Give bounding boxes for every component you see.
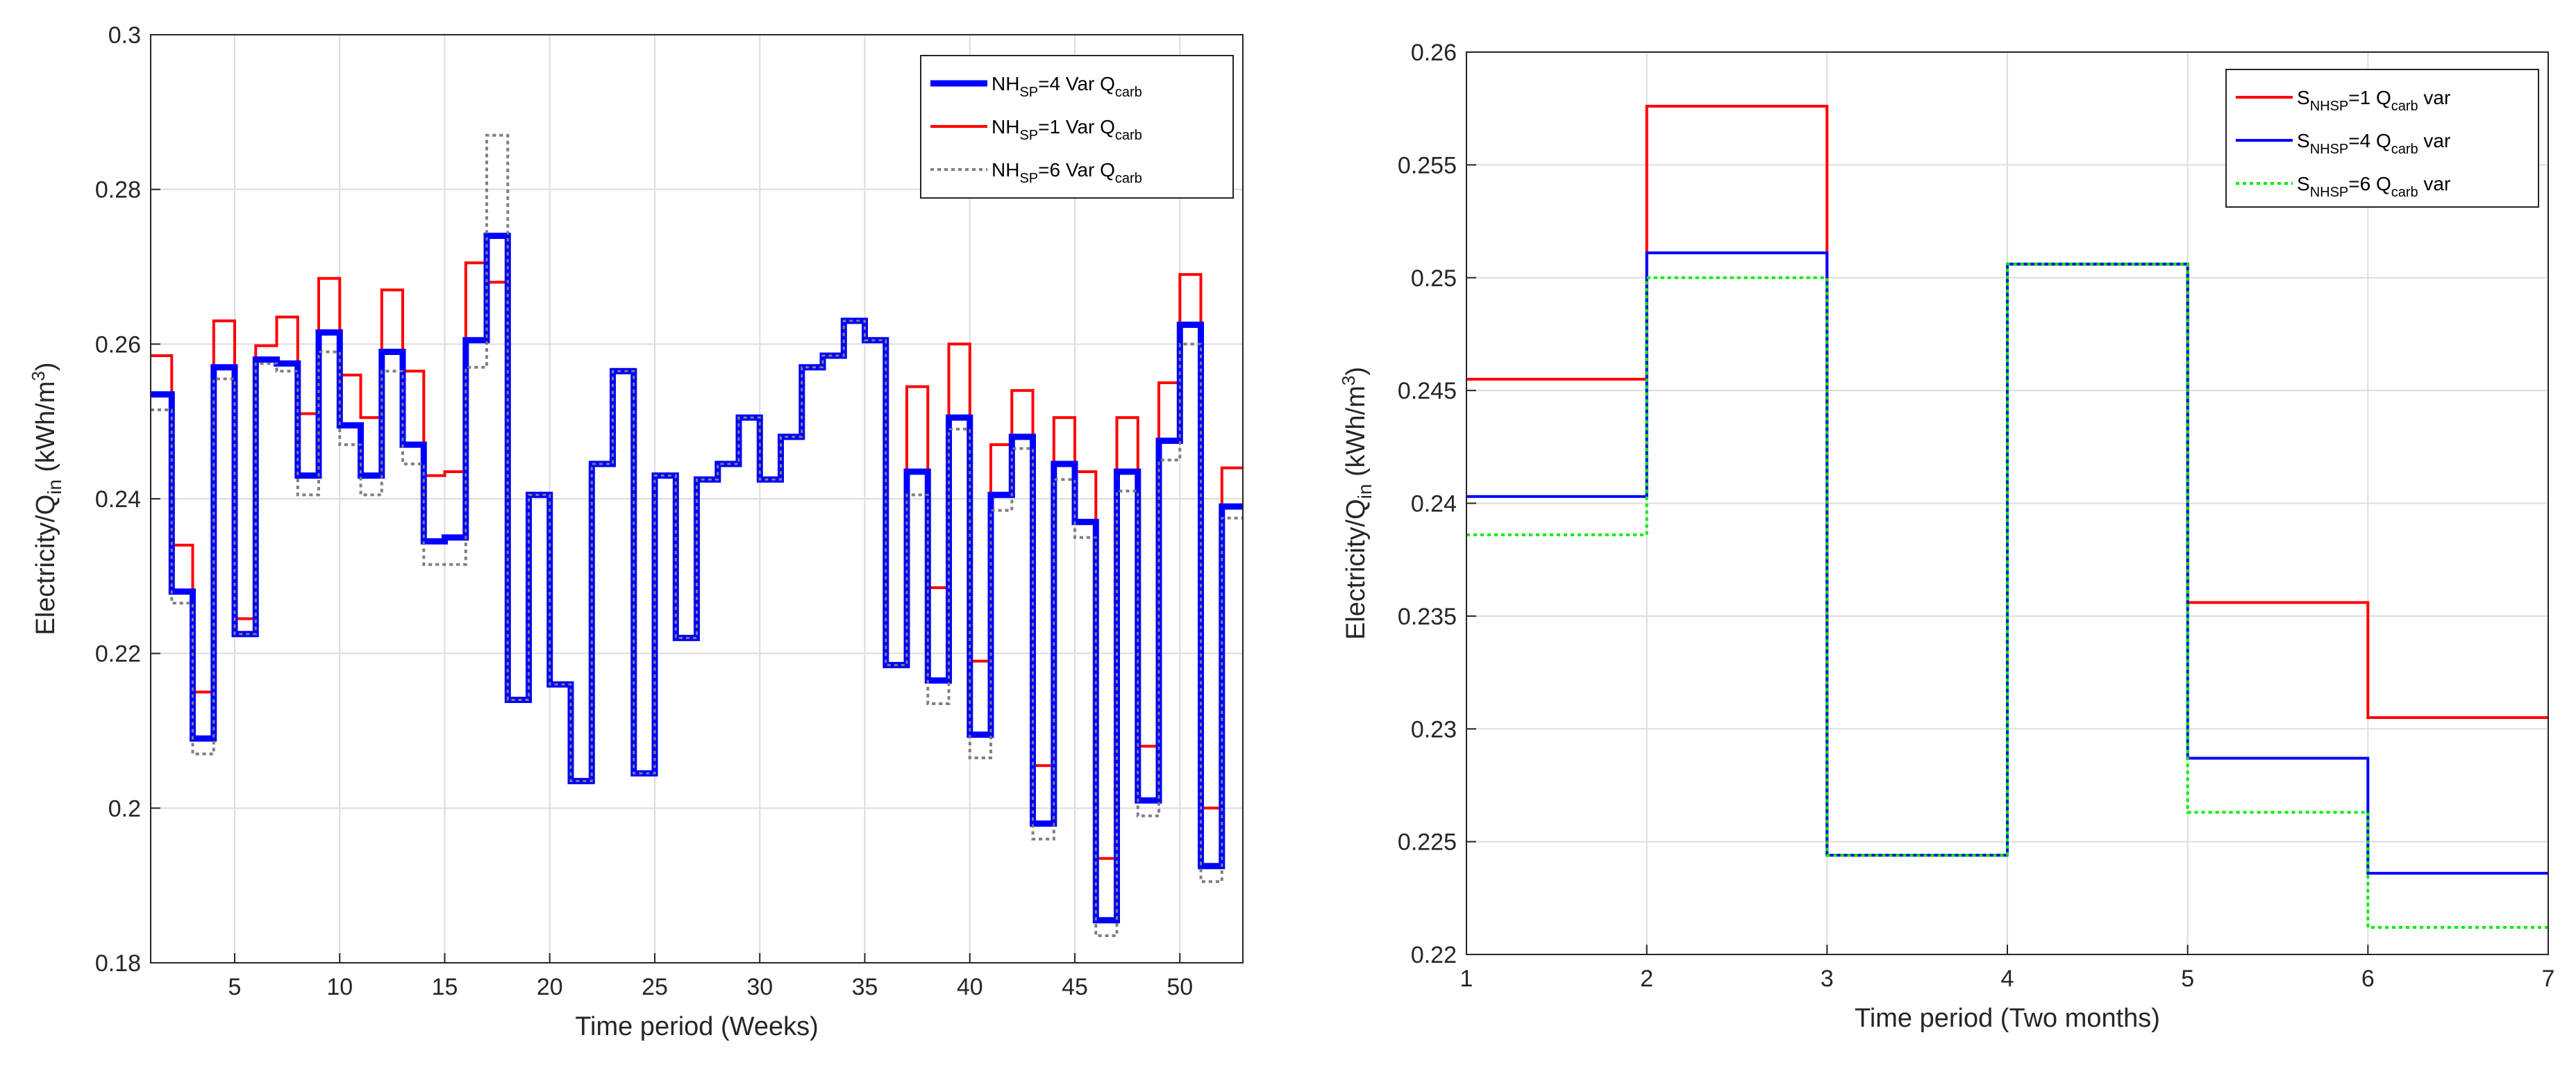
chart-2: 1 2 3 4 5 6 7 0.22 0.225 0.23 0.235 0.24 0.245 0.25 0.…	[1338, 40, 2554, 1033]
chart-1: 5 10 15 20 25 30 35 40 45 50 0.18 0.2 0.22 0.24 0.26 0.…	[28, 22, 1244, 1041]
series-line-2	[1466, 251, 2548, 875]
x-tick-label: 5	[2181, 966, 2194, 992]
legend-label-3: SNHSP=6 Qcarb var	[2297, 173, 2450, 200]
y-axis-label: Electricity/Qin (kWh/m3)	[1338, 367, 1375, 640]
x-axis-label: Time period (Two months)	[1855, 1004, 2160, 1033]
series-line-1	[151, 233, 1243, 924]
x-tick-label: 3	[1821, 966, 1834, 992]
y-tick-label: 0.26	[95, 331, 141, 358]
y-tick-label: 0.24	[95, 486, 141, 513]
x-tick-label: 7	[2542, 966, 2555, 992]
x-tick-label: 30	[746, 974, 773, 1000]
series-line-3-overlay	[151, 134, 1243, 937]
y-tick-label: 0.25	[1411, 265, 1457, 292]
legend-label-3: NHSP=6 Var Qcarb	[992, 159, 1142, 186]
y-tick-label: 0.245	[1398, 378, 1457, 404]
y-tick-label: 0.235	[1398, 604, 1457, 630]
y-tick-label: 0.24	[1411, 491, 1457, 518]
y-tick-label: 0.23	[1411, 716, 1457, 743]
x-axis-label: Time period (Weeks)	[575, 1012, 819, 1041]
y-tick-label: 0.2	[108, 795, 141, 822]
legend-label-2: NHSP=1 Var Qcarb	[992, 116, 1142, 143]
x-tick-label: 40	[957, 974, 983, 1000]
legend-label-1: NHSP=4 Var Qcarb	[992, 73, 1142, 100]
y-tick-label: 0.225	[1398, 829, 1457, 856]
legend: NHSP=4 Var Qcarb NHSP=1 Var Qcarb NHSP=6 V…	[920, 55, 1234, 199]
x-tick-label: 45	[1062, 974, 1088, 1000]
y-tick-label: 0.255	[1398, 152, 1457, 179]
y-tick-label: 0.3	[108, 22, 141, 49]
x-tick-label: 2	[1640, 966, 1653, 992]
y-tick-label: 0.22	[95, 641, 141, 668]
y-tick-label: 0.28	[95, 177, 141, 204]
legend: SNHSP=1 Qcarb var SNHSP=4 Qcarb var SNHSP=…	[2225, 69, 2539, 208]
x-tick-label: 4	[2001, 966, 2014, 992]
y-tick-label: 0.26	[1411, 40, 1457, 66]
y-axis-label: Electricity/Qin (kWh/m3)	[28, 362, 65, 635]
y-tick-label: 0.18	[95, 950, 141, 977]
x-tick-label: 25	[642, 974, 668, 1000]
x-tick-label: 6	[2361, 966, 2375, 992]
x-tick-label: 50	[1166, 974, 1193, 1000]
x-tick-label: 10	[326, 974, 353, 1000]
legend-label-1: SNHSP=1 Qcarb var	[2297, 87, 2450, 114]
legend-label-2: SNHSP=4 Qcarb var	[2297, 130, 2450, 157]
x-tick-label: 1	[1460, 966, 1473, 992]
x-tick-label: 5	[228, 974, 242, 1000]
y-tick-label: 0.22	[1411, 942, 1457, 968]
x-tick-label: 15	[432, 974, 458, 1000]
x-tick-label: 35	[852, 974, 878, 1000]
x-tick-label: 20	[537, 974, 563, 1000]
